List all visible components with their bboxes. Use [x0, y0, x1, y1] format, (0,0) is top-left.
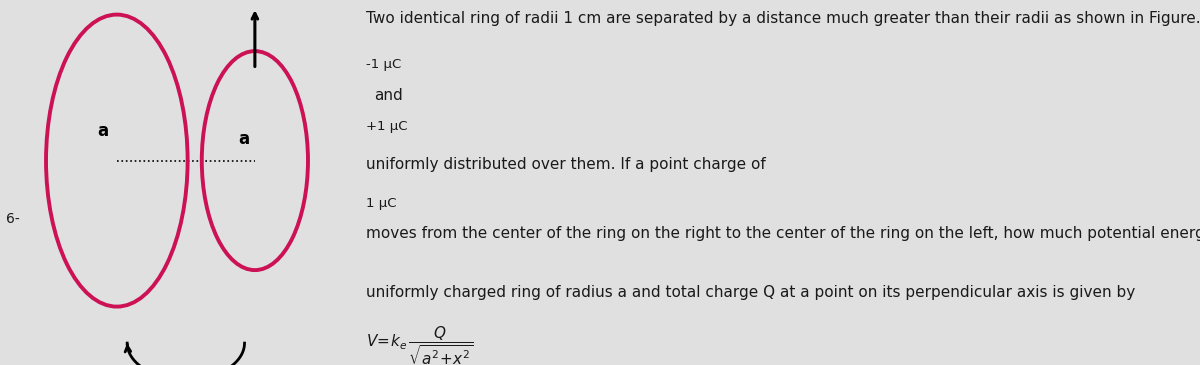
- Text: Two identical ring of radii 1 cm are separated by a distance much greater than t: Two identical ring of radii 1 cm are sep…: [366, 11, 1200, 26]
- Text: $V\!=\!k_e\,\dfrac{Q}{\sqrt{a^2\!+\!x^2}}$: $V\!=\!k_e\,\dfrac{Q}{\sqrt{a^2\!+\!x^2}…: [366, 325, 473, 365]
- Text: -1 μC: -1 μC: [366, 58, 401, 72]
- Text: +1 μC: +1 μC: [366, 120, 408, 134]
- Text: uniformly charged ring of radius a and total charge Q at a point on its perpendi: uniformly charged ring of radius a and t…: [366, 285, 1135, 300]
- Text: moves from the center of the ring on the right to the center of the ring on the : moves from the center of the ring on the…: [366, 226, 1200, 241]
- Text: 1 μC: 1 μC: [366, 197, 396, 210]
- Text: 6-: 6-: [6, 212, 19, 226]
- Text: uniformly distributed over them. If a point charge of: uniformly distributed over them. If a po…: [366, 157, 766, 172]
- Text: and: and: [374, 88, 403, 103]
- Text: a: a: [97, 122, 108, 141]
- Text: a: a: [239, 130, 250, 148]
